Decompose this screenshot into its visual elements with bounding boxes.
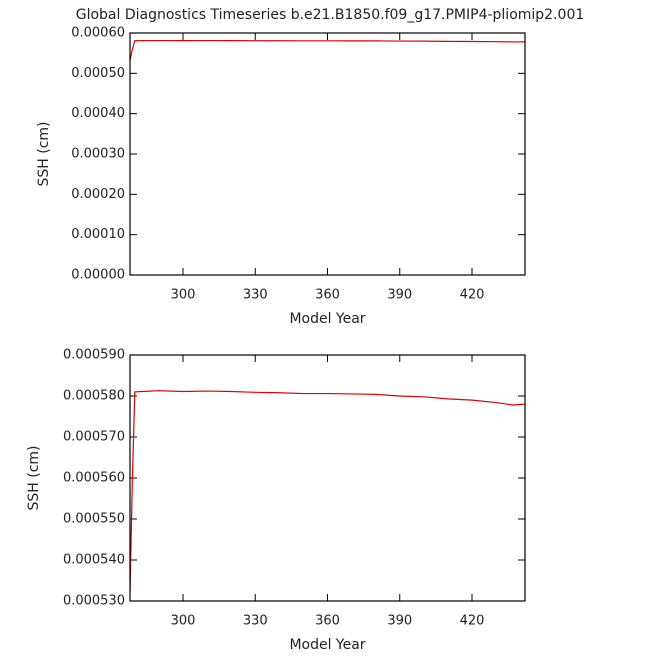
x-tick-label: 330: [243, 288, 268, 303]
x-tick-label: 420: [460, 288, 485, 303]
y-tick-label: 0.00040: [71, 106, 125, 121]
x-axis-label: Model Year: [289, 311, 365, 327]
y-tick-label: 0.00060: [71, 26, 125, 41]
x-tick-label: 420: [460, 614, 485, 629]
plot-frame: [129, 32, 526, 276]
y-tick-label: 0.000530: [63, 594, 125, 609]
y-tick-label: 0.00030: [71, 147, 125, 162]
plot-frame: [129, 354, 526, 602]
data-line: [129, 39, 526, 61]
chart-title: Global Diagnostics Timeseries b.e21.B185…: [76, 7, 585, 23]
y-tick-label: 0.00050: [71, 66, 125, 81]
x-axis-label: Model Year: [289, 637, 365, 653]
x-tick-label: 330: [243, 614, 268, 629]
data-line: [129, 390, 526, 593]
y-axis-label: SSH (cm): [36, 121, 52, 186]
y-tick-label: 0.000570: [63, 430, 125, 445]
y-tick-label: 0.00000: [71, 268, 125, 283]
y-tick-label: 0.000560: [63, 471, 125, 486]
y-tick-label: 0.000540: [63, 553, 125, 568]
y-tick-label: 0.00020: [71, 187, 125, 202]
x-tick-label: 300: [171, 288, 196, 303]
y-tick-label: 0.00010: [71, 227, 125, 242]
x-tick-label: 390: [387, 614, 412, 629]
y-axis-label: SSH (cm): [26, 445, 42, 510]
x-tick-label: 360: [315, 614, 340, 629]
y-tick-label: 0.000590: [63, 348, 125, 363]
x-tick-label: 300: [171, 614, 196, 629]
y-tick-label: 0.000580: [63, 389, 125, 404]
x-tick-label: 390: [387, 288, 412, 303]
x-tick-label: 360: [315, 288, 340, 303]
y-tick-label: 0.000550: [63, 512, 125, 527]
